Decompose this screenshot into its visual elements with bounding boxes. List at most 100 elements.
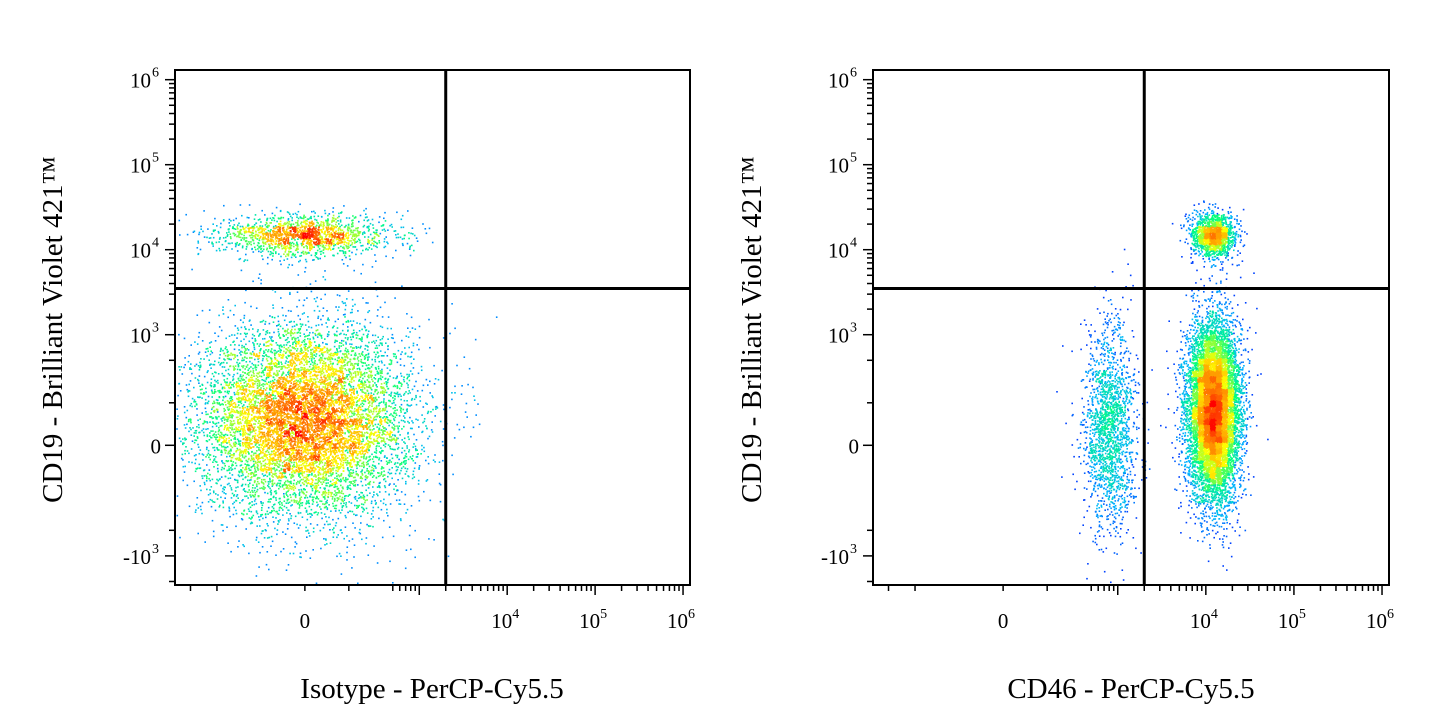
event-dot: [289, 502, 291, 504]
event-dot: [327, 469, 329, 471]
event-dot: [374, 451, 376, 453]
event-dot: [392, 582, 394, 584]
event-dot: [242, 456, 244, 458]
event-dot: [270, 382, 272, 384]
event-dot: [324, 488, 326, 490]
event-dot: [275, 359, 277, 361]
event-dot: [330, 369, 332, 371]
event-dot: [362, 400, 364, 402]
event-dot: [427, 413, 429, 415]
event-dot: [251, 406, 253, 408]
event-dot: [265, 513, 267, 515]
event-dot: [231, 489, 233, 491]
event-dot: [385, 429, 387, 431]
event-dot: [235, 407, 237, 409]
event-dot: [211, 506, 213, 508]
event-dot: [351, 344, 353, 346]
event-dot: [258, 444, 260, 446]
event-dot: [332, 503, 334, 505]
event-dot: [224, 497, 226, 499]
event-dot: [275, 447, 277, 449]
event-dot: [240, 451, 242, 453]
event-dot: [360, 396, 362, 398]
event-dot: [209, 342, 211, 344]
event-dot: [229, 516, 231, 518]
event-dot: [203, 428, 205, 430]
event-dot: [256, 412, 258, 414]
event-dot: [184, 466, 186, 468]
event-dot: [459, 429, 461, 431]
event-dot: [261, 384, 263, 386]
event-dot: [218, 402, 220, 404]
event-dot: [409, 331, 411, 333]
event-dot: [225, 404, 227, 406]
event-dot: [303, 312, 305, 314]
event-dot: [302, 502, 304, 504]
event-dot: [331, 493, 333, 495]
event-dot: [341, 492, 343, 494]
event-dot: [332, 479, 334, 481]
event-dot: [234, 502, 236, 504]
event-dot: [256, 307, 258, 309]
event-dot: [422, 390, 424, 392]
event-dot: [362, 397, 364, 399]
event-dot: [343, 340, 345, 342]
event-dot: [222, 350, 224, 352]
event-dot: [360, 338, 362, 340]
event-dot: [373, 494, 375, 496]
event-dot: [362, 386, 364, 388]
event-dot: [395, 404, 397, 406]
event-dot: [333, 527, 335, 529]
event-dot: [225, 452, 227, 454]
event-dot: [221, 330, 223, 332]
event-dot: [273, 510, 275, 512]
event-dot: [244, 496, 246, 498]
event-dot: [391, 473, 393, 475]
event-dot: [191, 448, 193, 450]
event-dot: [248, 329, 250, 331]
event-dot: [247, 437, 249, 439]
event-dot: [255, 499, 257, 501]
event-dot: [294, 546, 296, 548]
event-dot: [295, 422, 297, 424]
event-dot: [322, 354, 324, 356]
event-dot: [195, 471, 197, 473]
event-dot: [272, 380, 274, 382]
event-dot: [270, 468, 272, 470]
event-dot: [433, 365, 435, 367]
event-dot: [237, 458, 239, 460]
event-dot: [365, 479, 367, 481]
event-dot: [233, 378, 235, 380]
event-dot: [241, 450, 243, 452]
event-dot: [259, 333, 261, 335]
event-dot: [367, 476, 369, 478]
event-dot: [288, 443, 290, 445]
event-dot: [308, 334, 310, 336]
event-dot: [269, 501, 271, 503]
event-dot: [214, 386, 216, 388]
event-dot: [241, 347, 243, 349]
event-dot: [358, 353, 360, 355]
event-dot: [311, 327, 313, 329]
event-dot: [346, 321, 348, 323]
event-dot: [363, 384, 365, 386]
event-dot: [310, 352, 312, 354]
event-dot: [298, 431, 300, 433]
event-dot: [264, 492, 266, 494]
event-dot: [274, 403, 276, 405]
event-dot: [323, 410, 325, 412]
event-dot: [183, 442, 185, 444]
event-dot: [276, 465, 278, 467]
event-dot: [295, 497, 297, 499]
event-dot: [237, 486, 239, 488]
event-dot: [310, 353, 312, 355]
event-dot: [496, 316, 498, 318]
event-dot: [188, 453, 190, 455]
event-dot: [353, 431, 355, 433]
event-dot: [211, 341, 213, 343]
event-dot: [221, 418, 223, 420]
event-dot: [269, 479, 271, 481]
event-dot: [205, 411, 207, 413]
event-dot: [340, 485, 342, 487]
event-dot: [206, 449, 208, 451]
